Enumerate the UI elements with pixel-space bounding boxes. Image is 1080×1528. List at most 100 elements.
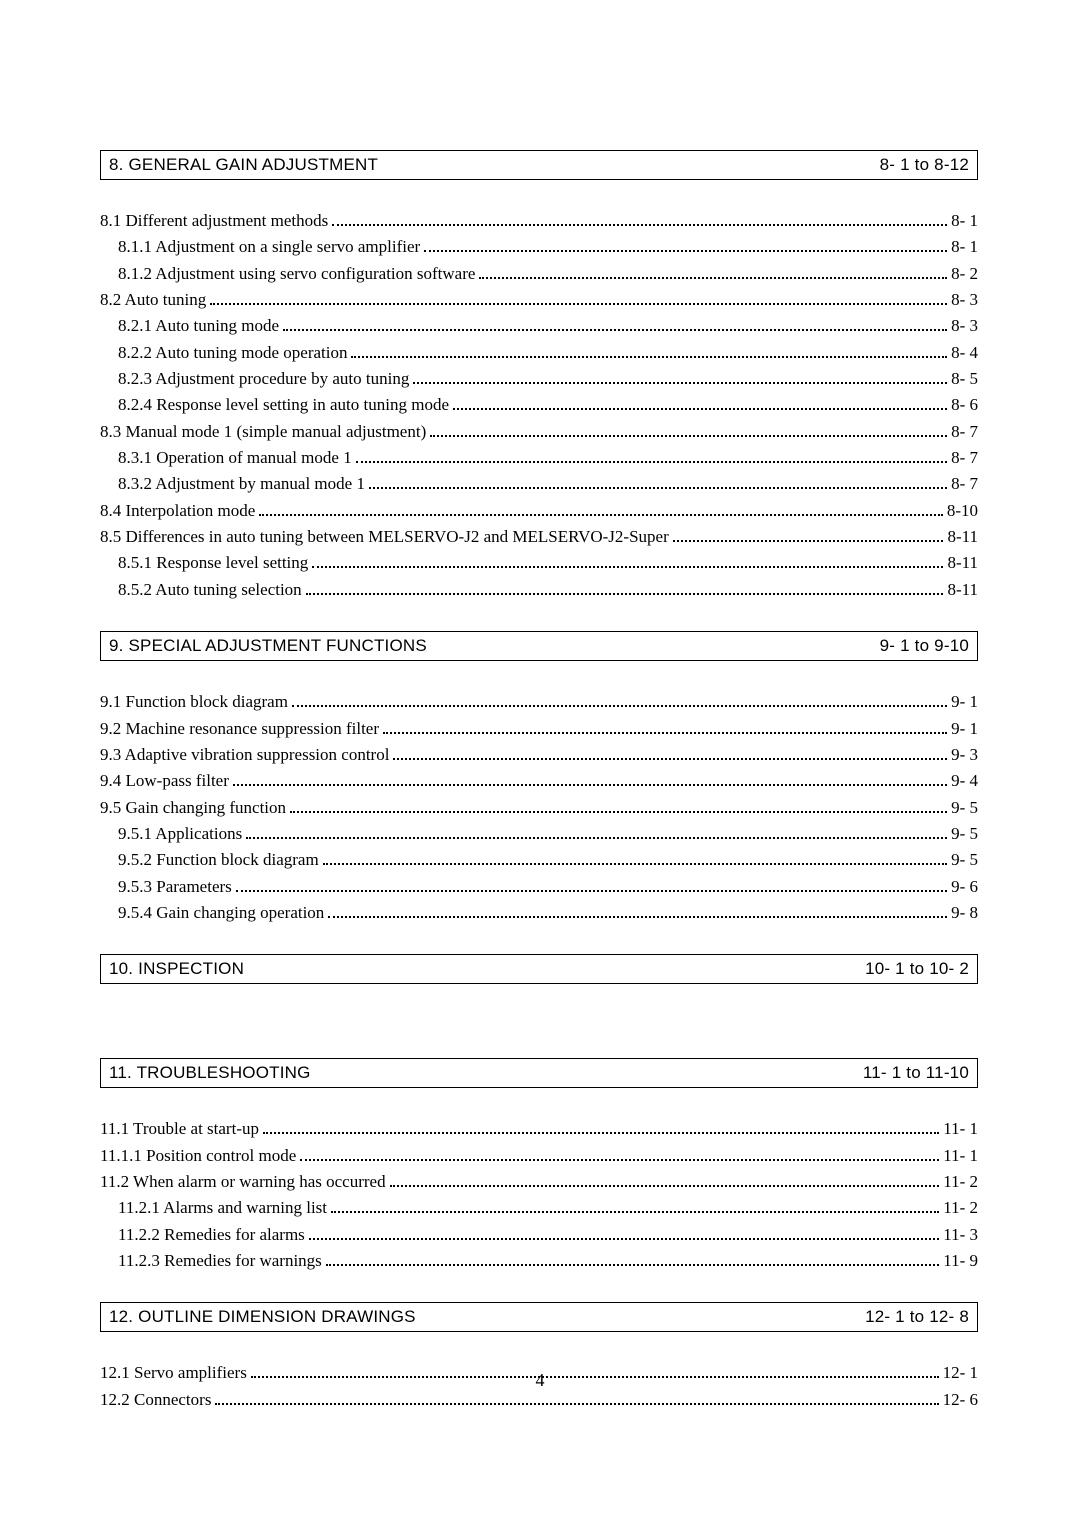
toc-entry-page: 8- 7 bbox=[951, 419, 978, 445]
toc-entry: 11.2.1 Alarms and warning list11- 2 bbox=[100, 1195, 978, 1221]
toc-leader-dots bbox=[479, 265, 947, 279]
toc-entry: 8.5 Differences in auto tuning between M… bbox=[100, 524, 978, 550]
toc-entry-label: 8.1.2 Adjustment using servo configurati… bbox=[118, 261, 475, 287]
toc-entry: 9.3 Adaptive vibration suppression contr… bbox=[100, 742, 978, 768]
toc-entry-label: 9.5.2 Function block diagram bbox=[118, 847, 319, 873]
toc-entry-label: 9.4 Low-pass filter bbox=[100, 768, 229, 794]
toc-leader-dots bbox=[292, 694, 947, 708]
toc-entry-label: 9.5.4 Gain changing operation bbox=[118, 900, 324, 926]
toc-entry-label: 8.5.1 Response level setting bbox=[118, 550, 308, 576]
toc-entry-label: 11.2.1 Alarms and warning list bbox=[118, 1195, 327, 1221]
section-page-range: 10- 1 to 10- 2 bbox=[865, 959, 969, 979]
toc-entry: 9.5.3 Parameters9- 6 bbox=[100, 874, 978, 900]
toc-leader-dots bbox=[309, 1226, 939, 1240]
section-header: 8. GENERAL GAIN ADJUSTMENT 8- 1 to 8-12 bbox=[100, 150, 978, 180]
toc-entry: 8.2.3 Adjustment procedure by auto tunin… bbox=[100, 366, 978, 392]
toc-entry: 8.3.2 Adjustment by manual mode 1 8- 7 bbox=[100, 471, 978, 497]
toc-entry-page: 8-11 bbox=[947, 524, 978, 550]
section-title: 8. GENERAL GAIN ADJUSTMENT bbox=[109, 155, 378, 175]
toc-entry-page: 9- 5 bbox=[951, 847, 978, 873]
section-page-range: 11- 1 to 11-10 bbox=[863, 1063, 969, 1083]
section-page-range: 9- 1 to 9-10 bbox=[880, 636, 969, 656]
toc-entry-label: 9.5 Gain changing function bbox=[100, 795, 286, 821]
toc-leader-dots bbox=[323, 852, 947, 866]
toc-entry-page: 8- 5 bbox=[951, 366, 978, 392]
toc-entry-label: 8.4 Interpolation mode bbox=[100, 498, 255, 524]
toc-block: 8.1 Different adjustment methods8- 18.1.… bbox=[100, 208, 978, 603]
toc-entry-page: 8-10 bbox=[947, 498, 978, 524]
toc-entry-page: 8- 1 bbox=[951, 208, 978, 234]
toc-entry-page: 8- 4 bbox=[951, 340, 978, 366]
toc-entry: 8.2.2 Auto tuning mode operation8- 4 bbox=[100, 340, 978, 366]
toc-leader-dots bbox=[453, 397, 947, 411]
toc-entry-page: 8- 6 bbox=[951, 392, 978, 418]
toc-leader-dots bbox=[236, 878, 947, 892]
toc-leader-dots bbox=[393, 746, 947, 760]
toc-leader-dots bbox=[290, 799, 947, 813]
toc-entry-page: 8- 1 bbox=[951, 234, 978, 260]
toc-leader-dots bbox=[326, 1252, 939, 1266]
toc-entry: 8.2 Auto tuning 8- 3 bbox=[100, 287, 978, 313]
section-title: 12. OUTLINE DIMENSION DRAWINGS bbox=[109, 1307, 416, 1327]
toc-leader-dots bbox=[246, 825, 947, 839]
toc-block: 9.1 Function block diagram9- 19.2 Machin… bbox=[100, 689, 978, 926]
toc-leader-dots bbox=[331, 1200, 939, 1214]
toc-leader-dots bbox=[356, 450, 947, 464]
toc-entry-page: 8- 2 bbox=[951, 261, 978, 287]
toc-entry-label: 8.3.2 Adjustment by manual mode 1 bbox=[118, 471, 365, 497]
toc-entry-label: 8.3.1 Operation of manual mode 1 bbox=[118, 445, 352, 471]
toc-entry: 9.5.1 Applications9- 5 bbox=[100, 821, 978, 847]
toc-entry: 8.1 Different adjustment methods8- 1 bbox=[100, 208, 978, 234]
toc-leader-dots bbox=[424, 239, 947, 253]
toc-entry: 8.4 Interpolation mode 8-10 bbox=[100, 498, 978, 524]
toc-entry-label: 11.1 Trouble at start-up bbox=[100, 1116, 259, 1142]
toc-block: 11.1 Trouble at start-up11- 111.1.1 Posi… bbox=[100, 1116, 978, 1274]
toc-entry-label: 11.2.2 Remedies for alarms bbox=[118, 1222, 305, 1248]
section-title: 9. SPECIAL ADJUSTMENT FUNCTIONS bbox=[109, 636, 427, 656]
toc-entry-page: 11- 3 bbox=[943, 1222, 978, 1248]
toc-entry: 9.1 Function block diagram9- 1 bbox=[100, 689, 978, 715]
toc-entry: 8.1.2 Adjustment using servo configurati… bbox=[100, 261, 978, 287]
toc-entry-page: 8- 7 bbox=[951, 445, 978, 471]
toc-entry-page: 11- 2 bbox=[943, 1169, 978, 1195]
toc-entry-label: 8.2 Auto tuning bbox=[100, 287, 206, 313]
toc-entry-page: 8- 7 bbox=[951, 471, 978, 497]
toc-entry: 8.5.1 Response level setting 8-11 bbox=[100, 550, 978, 576]
section-header: 10. INSPECTION 10- 1 to 10- 2 bbox=[100, 954, 978, 984]
toc-leader-dots bbox=[300, 1147, 939, 1161]
toc-leader-dots bbox=[283, 318, 947, 332]
toc-entry: 11.2 When alarm or warning has occurred 1… bbox=[100, 1169, 978, 1195]
section-header: 11. TROUBLESHOOTING11- 1 to 11-10 bbox=[100, 1058, 978, 1088]
toc-entry: 8.2.1 Auto tuning mode8- 3 bbox=[100, 313, 978, 339]
toc-leader-dots bbox=[332, 212, 947, 226]
toc-entry-label: 8.5.2 Auto tuning selection bbox=[118, 577, 302, 603]
toc-leader-dots bbox=[263, 1121, 939, 1135]
toc-entry-page: 11- 1 bbox=[943, 1116, 978, 1142]
toc-leader-dots bbox=[413, 370, 947, 384]
toc-entry-page: 8-11 bbox=[947, 550, 978, 576]
toc-entry-label: 11.2 When alarm or warning has occurred bbox=[100, 1169, 386, 1195]
toc-entry: 11.1 Trouble at start-up 11- 1 bbox=[100, 1116, 978, 1142]
toc-entry-page: 8- 3 bbox=[951, 287, 978, 313]
toc-entry-page: 8- 3 bbox=[951, 313, 978, 339]
section-header: 9. SPECIAL ADJUSTMENT FUNCTIONS 9- 1 to 9… bbox=[100, 631, 978, 661]
toc-leader-dots bbox=[215, 1391, 938, 1405]
toc-entry: 9.5 Gain changing function9- 5 bbox=[100, 795, 978, 821]
toc-leader-dots bbox=[351, 344, 947, 358]
toc-entry-label: 8.5 Differences in auto tuning between M… bbox=[100, 524, 669, 550]
toc-entry: 11.2.3 Remedies for warnings11- 9 bbox=[100, 1248, 978, 1274]
toc-entry-label: 9.3 Adaptive vibration suppression contr… bbox=[100, 742, 389, 768]
toc-entry-label: 9.2 Machine resonance suppression filter bbox=[100, 716, 379, 742]
toc-page: 8. GENERAL GAIN ADJUSTMENT8- 1 to 8-128.… bbox=[100, 150, 978, 1441]
page-number: 4 bbox=[0, 1370, 1080, 1391]
toc-leader-dots bbox=[306, 581, 944, 595]
section-title: 10. INSPECTION bbox=[109, 959, 244, 979]
toc-entry-page: 9- 1 bbox=[951, 716, 978, 742]
toc-leader-dots bbox=[328, 904, 947, 918]
toc-entry-page: 9- 4 bbox=[951, 768, 978, 794]
toc-entry-label: 8.1.1 Adjustment on a single servo ampli… bbox=[118, 234, 420, 260]
toc-leader-dots bbox=[430, 423, 947, 437]
toc-leader-dots bbox=[312, 555, 943, 569]
toc-entry: 11.2.2 Remedies for alarms 11- 3 bbox=[100, 1222, 978, 1248]
section-page-range: 8- 1 to 8-12 bbox=[880, 155, 969, 175]
